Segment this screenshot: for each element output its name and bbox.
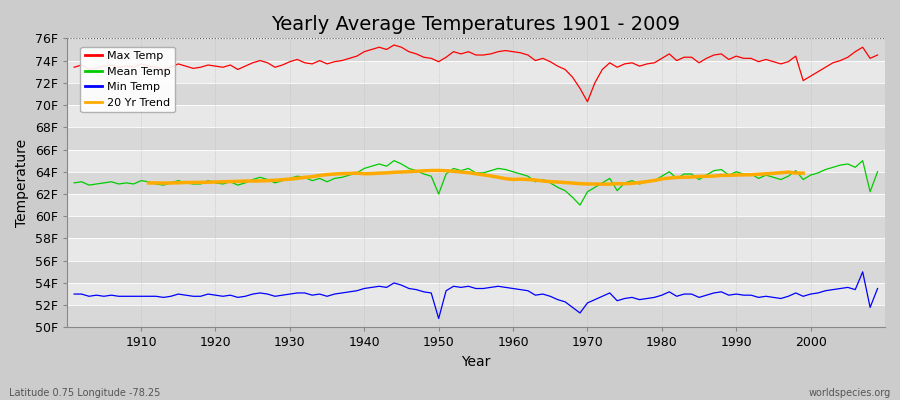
Bar: [67, 194, 885, 216]
X-axis label: Year: Year: [461, 355, 491, 369]
Bar: [67, 216, 885, 238]
Bar: [67, 305, 885, 328]
Bar: [67, 83, 885, 105]
Text: worldspecies.org: worldspecies.org: [809, 388, 891, 398]
Bar: [67, 283, 885, 305]
Title: Yearly Average Temperatures 1901 - 2009: Yearly Average Temperatures 1901 - 2009: [272, 15, 680, 34]
Bar: [67, 60, 885, 83]
Bar: [67, 172, 885, 194]
Bar: [67, 238, 885, 261]
Y-axis label: Temperature: Temperature: [15, 139, 29, 227]
Bar: [67, 105, 885, 127]
Legend: Max Temp, Mean Temp, Min Temp, 20 Yr Trend: Max Temp, Mean Temp, Min Temp, 20 Yr Tre…: [80, 47, 176, 112]
Bar: [67, 261, 885, 283]
Bar: [67, 38, 885, 60]
Text: Latitude 0.75 Longitude -78.25: Latitude 0.75 Longitude -78.25: [9, 388, 160, 398]
Bar: [67, 150, 885, 172]
Bar: [67, 127, 885, 150]
